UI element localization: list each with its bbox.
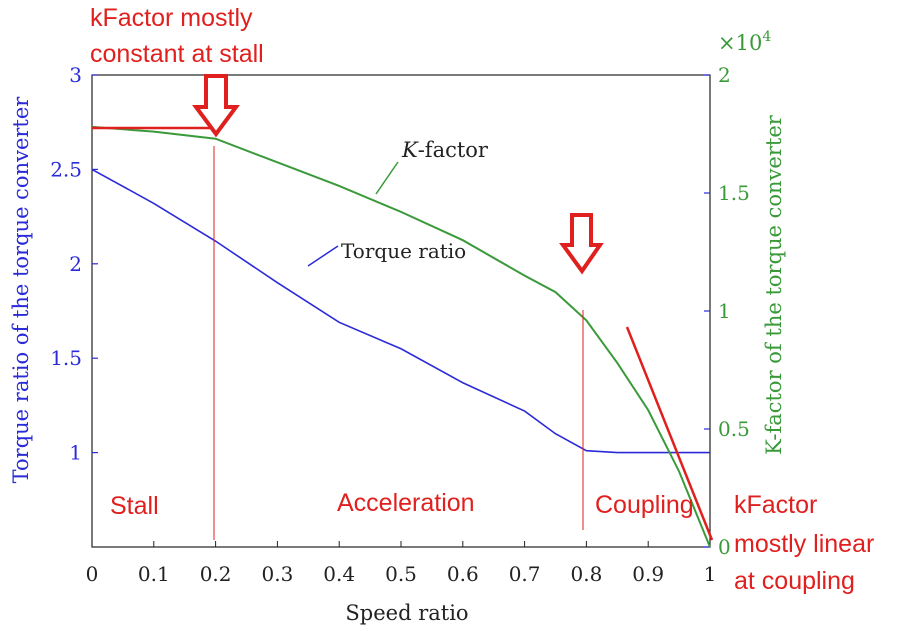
x-tick-label: 0.1 <box>138 562 170 586</box>
y-left-tick-label: 1.5 <box>50 346 82 370</box>
x-tick-label: 0.9 <box>632 562 664 586</box>
x-tick-label: 0.2 <box>200 562 232 586</box>
x-axis-label: Speed ratio <box>345 601 468 625</box>
y-right-tick-label: 2 <box>718 63 731 87</box>
annotation-note-line3: at coupling <box>734 567 855 595</box>
x-tick-label: 0.3 <box>261 562 293 586</box>
region-stall-label: Stall <box>110 492 159 520</box>
y-right-axis-label: K-factor of the torque converter <box>762 114 786 455</box>
region-coupling-label: Coupling <box>595 491 694 519</box>
y-right-tick-label: 1.5 <box>718 181 750 205</box>
y-left-tick-label: 1 <box>69 441 82 465</box>
plot-frame <box>91 74 711 548</box>
y-left-tick-label: 2.5 <box>50 157 82 181</box>
x-tick-label: 0 <box>86 562 99 586</box>
x-tick-label: 0.5 <box>385 562 417 586</box>
k-factor-line <box>91 125 711 548</box>
x-tick-label: 0.4 <box>323 562 355 586</box>
x-tick-label: 0.7 <box>509 562 541 586</box>
y-left-axis-ticks: 1 1.5 2 2.5 3 <box>50 63 98 465</box>
torque-ratio-leader <box>307 245 339 267</box>
y-right-axis-ticks: 0 0.5 1 1.5 2 <box>704 63 750 559</box>
y-left-axis-label: Torque ratio of the torque converter <box>9 96 33 484</box>
region-acceleration-label: Acceleration <box>337 489 475 517</box>
y-right-tick-label: 1 <box>718 299 731 323</box>
torque-ratio-series-label: Torque ratio <box>341 239 466 263</box>
y-left-tick-label: 3 <box>69 63 82 87</box>
k-factor-leader <box>375 161 399 195</box>
y-right-multiplier: ×104 <box>718 29 771 55</box>
annotation-title-line2: constant at stall <box>90 40 264 68</box>
torque-ratio-line <box>91 168 710 454</box>
down-arrow-icon <box>192 74 240 138</box>
k-factor-series-label: K-factor <box>401 138 489 162</box>
x-tick-label: 0.8 <box>570 562 602 586</box>
annotation-note-line2: mostly linear <box>734 530 874 558</box>
x-tick-label: 0.6 <box>447 562 479 586</box>
down-arrow-icon <box>559 213 604 275</box>
annotation-title-line1: kFactor mostly <box>90 4 253 32</box>
annotations: kFactor mostly constant at stall Stall A… <box>90 4 874 595</box>
y-right-tick-label: 0.5 <box>718 417 750 441</box>
x-axis-ticks: 0 0.1 0.2 0.3 0.4 0.5 0.6 0.7 0.8 0.9 1 <box>86 541 717 586</box>
coupling-linear-line <box>625 326 714 541</box>
y-right-tick-label: 0 <box>718 535 731 559</box>
x-tick-label: 1 <box>704 562 717 586</box>
y-left-tick-label: 2 <box>69 252 82 276</box>
annotation-note-line1: kFactor <box>734 491 817 519</box>
